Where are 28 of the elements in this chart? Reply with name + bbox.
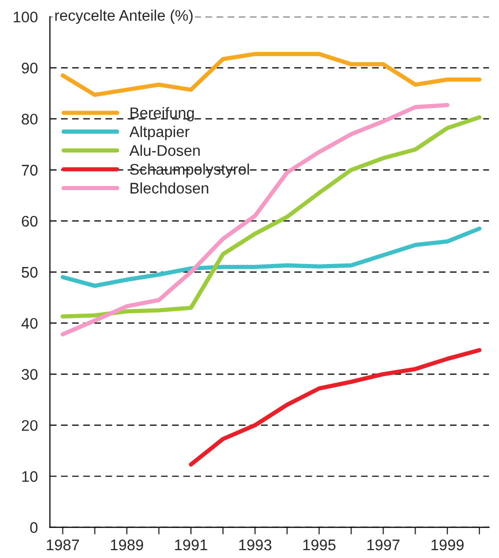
line-series xyxy=(60,52,482,97)
y-tick-label: 20 xyxy=(22,420,38,431)
y-tick-label: 10 xyxy=(22,471,38,482)
y-tick-label: 100 xyxy=(14,12,38,22)
y-tick-label: 30 xyxy=(22,369,38,380)
legend-label: Altpapier xyxy=(129,126,190,140)
legend-label: Schaumpolystyrol xyxy=(130,164,249,178)
y-axis-title: recycelte Anteile (%) xyxy=(55,10,193,24)
y-tick-label: 40 xyxy=(21,318,38,329)
line-series xyxy=(60,226,482,288)
line-series xyxy=(60,102,450,336)
x-tick-label: 1995 xyxy=(303,540,336,550)
x-tick-label: 1997 xyxy=(367,540,400,550)
legend-label: Alu-Dosen xyxy=(129,144,200,156)
x-tick-label: 1989 xyxy=(111,540,144,550)
y-tick-label: 80 xyxy=(22,114,38,125)
legend-label: Blechdosen xyxy=(130,182,208,194)
line-series xyxy=(188,348,482,467)
y-tick-label: 90 xyxy=(22,62,38,74)
y-tick-label: 0 xyxy=(30,522,38,533)
x-tick-label: 1999 xyxy=(432,540,464,550)
x-tick-label: 1987 xyxy=(46,540,79,550)
x-tick-label: 1991 xyxy=(175,540,208,550)
legend-label: Bereifung xyxy=(130,107,194,122)
x-tick-label: 1993 xyxy=(239,540,272,550)
y-tick-label: 60 xyxy=(22,216,38,227)
y-tick-label: 70 xyxy=(22,164,38,176)
y-tick-label: 50 xyxy=(22,266,38,278)
